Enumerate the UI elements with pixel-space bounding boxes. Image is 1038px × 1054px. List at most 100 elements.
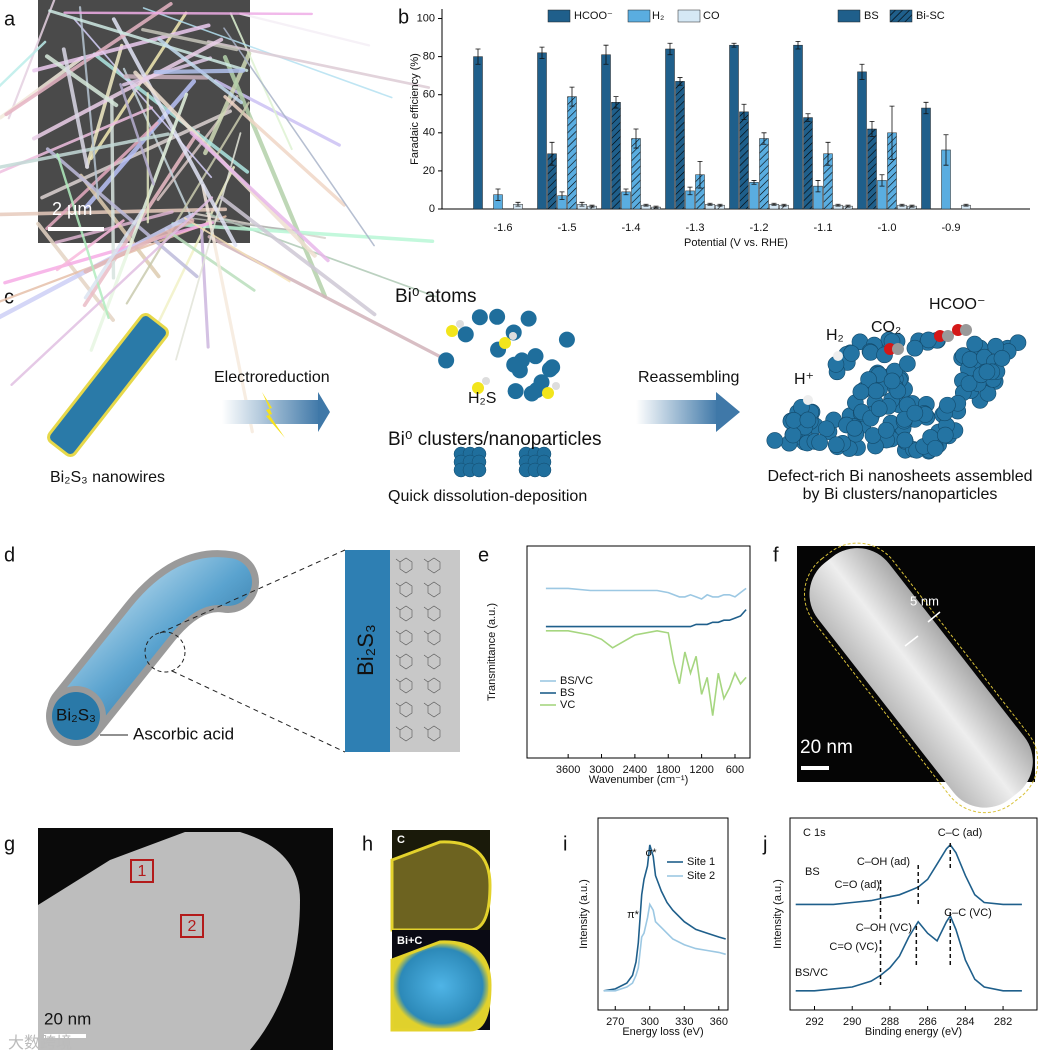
sheet-atom (978, 363, 996, 381)
sheet-atom (862, 344, 879, 361)
label: HCOO⁻ (929, 296, 985, 313)
legend-swatch (627, 9, 651, 23)
panel-letter: g (4, 833, 15, 855)
error-bar (579, 201, 585, 207)
x-axis-label: Wavenumber (cm⁻¹) (589, 774, 689, 786)
fiber (239, 12, 371, 47)
legend-label: BS/VC (560, 675, 593, 687)
label: H⁺ (794, 371, 814, 388)
bar (749, 182, 759, 210)
molecule (395, 557, 413, 574)
error-bar (539, 46, 545, 59)
sulfur (499, 337, 511, 349)
label: by Bi clusters/nanoparticles (803, 486, 998, 503)
fiber (61, 47, 90, 169)
molecule (395, 581, 413, 598)
annotation: π* (627, 909, 640, 921)
legend-label: CO (703, 10, 720, 22)
x-tick-label: 284 (956, 1016, 974, 1028)
scale-bar-label: 2 μm (52, 199, 92, 219)
panel-letter: e (478, 544, 489, 566)
error-bar (717, 203, 723, 207)
site-label: 1 (138, 863, 147, 880)
label: H₂ (826, 327, 844, 344)
x-tick-label: -1.4 (622, 222, 641, 234)
label: Bi₂S₃ (353, 624, 378, 676)
x-tick-label: 3000 (589, 764, 613, 776)
bar (729, 44, 739, 210)
x-tick-label: 292 (805, 1016, 823, 1028)
fiber (0, 40, 47, 88)
bar (665, 48, 675, 210)
error-bar (559, 191, 565, 200)
fiber (73, 18, 213, 179)
x-axis-label: Potential (V vs. RHE) (684, 237, 788, 249)
fiber (141, 27, 239, 52)
fiber (171, 222, 435, 243)
site-box (180, 914, 204, 938)
sheet-atom (899, 355, 916, 372)
error-bar (909, 204, 915, 208)
label: CO₂ (871, 319, 901, 336)
fiber (63, 11, 313, 16)
series-line (795, 914, 1022, 992)
carbon (960, 324, 972, 336)
fiber (183, 217, 291, 283)
y-axis-label: Intensity (a.u.) (578, 879, 590, 949)
schematic (47, 308, 1027, 478)
error-bar (943, 134, 949, 166)
sheet-atom (993, 349, 1011, 367)
cluster-atom (471, 462, 487, 478)
hydrogen (482, 377, 490, 385)
error-bar (569, 86, 575, 107)
legend-swatch (547, 9, 571, 23)
fiber (31, 37, 224, 141)
error-bar (781, 203, 787, 207)
sheet-atom (799, 411, 817, 429)
sulfur (446, 325, 458, 337)
legend-swatch (837, 9, 861, 23)
fiber (7, 0, 56, 120)
label: H₂S (468, 390, 496, 407)
series-line (545, 629, 747, 716)
fiber (164, 228, 256, 292)
error-bar (771, 202, 777, 206)
error-bar (667, 42, 673, 56)
panel-letter: j (762, 833, 767, 855)
fiber (223, 27, 375, 247)
label: Ascorbic acid (133, 724, 234, 743)
peak-label: C–C (ad) (938, 827, 983, 839)
sheet-atom (852, 383, 870, 401)
fiber (119, 83, 155, 186)
arrow (636, 400, 718, 424)
molecule (395, 725, 413, 742)
fiber (147, 166, 235, 345)
plot-frame (789, 817, 1038, 1011)
y-tick-label: 100 (417, 12, 435, 24)
molecule (395, 701, 413, 718)
error-bar (731, 42, 737, 48)
sulfur (472, 382, 484, 394)
error-bar (879, 174, 885, 187)
error-bar (825, 141, 831, 166)
x-axis-label: Energy loss (eV) (622, 1026, 703, 1038)
error-bar (923, 101, 929, 115)
error-bar (653, 205, 659, 209)
y-tick-label: 80 (423, 51, 435, 63)
fiber (222, 55, 327, 299)
sheet-atom (811, 434, 828, 451)
x-tick-label: -1.5 (558, 222, 577, 234)
bar (567, 96, 577, 210)
fiber (45, 147, 199, 279)
error-bar (633, 128, 639, 149)
sheet-atom (784, 426, 802, 444)
x-tick-label: -0.9 (942, 222, 961, 234)
legend-label: Bi-SC (916, 10, 945, 22)
core-shell-tube (46, 549, 460, 753)
nanowire (47, 313, 169, 457)
sheet-atom (870, 400, 888, 417)
molecule (423, 725, 441, 742)
bar (739, 111, 749, 210)
atom (489, 308, 506, 325)
fiber (0, 207, 228, 217)
